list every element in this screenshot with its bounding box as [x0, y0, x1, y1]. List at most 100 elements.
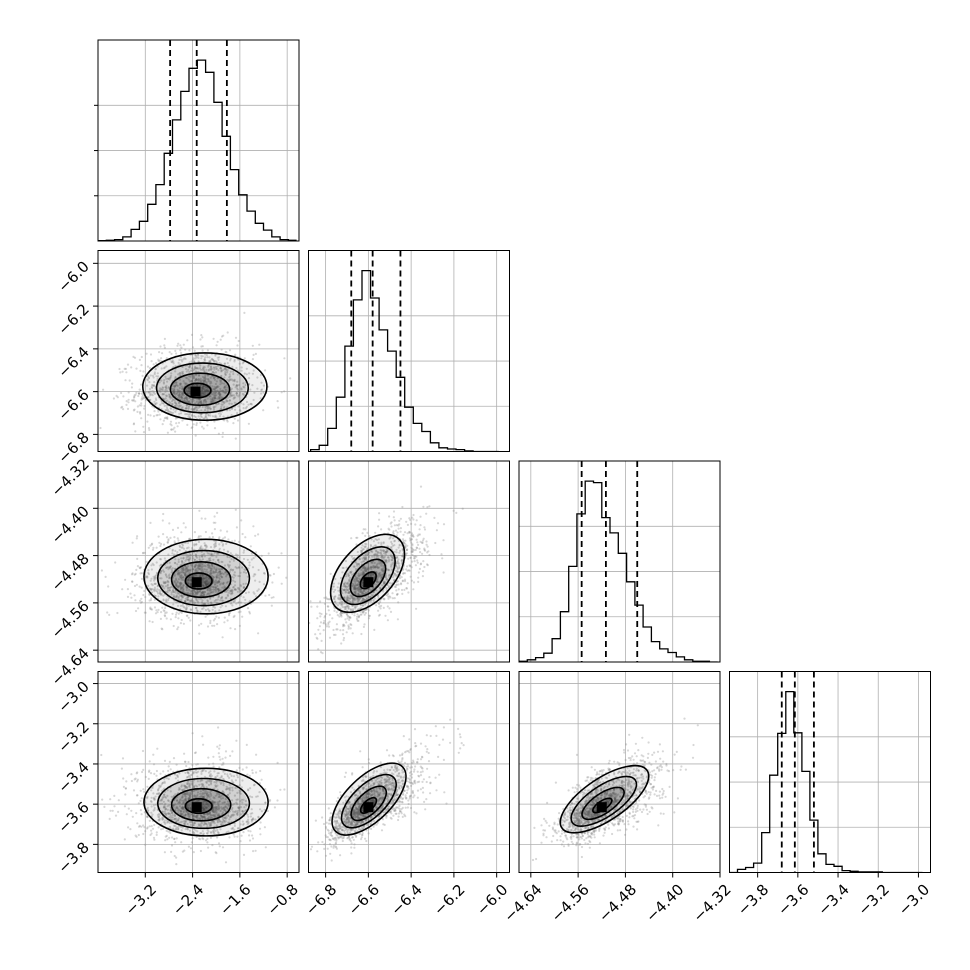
sample-point: [180, 586, 184, 589]
sample-point: [241, 392, 245, 396]
sample-point: [200, 622, 203, 625]
sample-point: [174, 402, 178, 405]
sample-point: [354, 581, 357, 584]
sample-point: [248, 372, 251, 375]
sample-point: [403, 531, 407, 534]
sample-point: [185, 395, 188, 398]
sample-point: [187, 558, 191, 561]
sample-point: [250, 402, 253, 405]
sample-point: [192, 589, 195, 592]
sample-point: [234, 810, 237, 813]
sample-point: [405, 552, 408, 555]
sample-point: [151, 394, 154, 397]
sample-point: [391, 544, 394, 548]
sample-point: [239, 409, 242, 412]
sample-point: [192, 589, 195, 592]
sample-point: [174, 773, 177, 776]
sample-point: [213, 378, 216, 381]
sample-point: [223, 376, 226, 379]
sample-point: [188, 361, 191, 364]
sample-point: [348, 615, 351, 618]
sample-point: [386, 619, 389, 622]
sample-point: [210, 569, 213, 572]
sample-point: [205, 583, 208, 586]
sample-point: [153, 373, 156, 376]
sample-point: [382, 606, 385, 610]
sample-point: [398, 543, 401, 546]
sample-point: [188, 413, 191, 416]
sample-point: [159, 345, 162, 348]
sample-point: [186, 804, 189, 807]
sample-point: [185, 799, 188, 803]
sample-point: [190, 333, 194, 336]
sample-point: [415, 555, 418, 558]
sample-point: [153, 400, 156, 403]
sample-point: [240, 366, 243, 369]
sample-point: [205, 579, 208, 582]
sample-point: [352, 597, 355, 600]
sample-point: [198, 398, 201, 401]
sample-point: [209, 601, 213, 604]
sample-point: [377, 541, 380, 545]
sample-point: [352, 565, 355, 568]
sample-point: [243, 311, 246, 314]
sample-point: [198, 379, 201, 382]
sample-point: [229, 378, 232, 381]
sample-point: [341, 603, 344, 606]
sample-point: [116, 396, 119, 399]
sample-point: [416, 541, 419, 544]
sample-point: [166, 838, 169, 841]
sample-point: [199, 547, 202, 550]
sample-point: [168, 522, 171, 525]
sample-point: [220, 395, 223, 398]
sample-point: [242, 582, 245, 586]
sample-point: [318, 625, 321, 628]
sample-point: [148, 367, 152, 370]
sample-point: [389, 610, 393, 614]
sample-point: [199, 401, 202, 404]
sample-point: [179, 604, 182, 608]
sample-point: [206, 417, 209, 420]
sample-point: [199, 364, 202, 367]
sample-point: [181, 569, 184, 572]
sample-point: [221, 560, 224, 564]
sample-point: [191, 408, 194, 411]
sample-point: [165, 617, 168, 620]
sample-point: [182, 358, 185, 361]
sample-point: [404, 539, 407, 542]
sample-point: [272, 572, 275, 576]
sample-point: [194, 563, 197, 566]
sample-point: [211, 393, 214, 396]
sample-point: [214, 544, 218, 548]
sample-point: [212, 554, 215, 557]
sample-point: [180, 385, 184, 388]
sample-point: [162, 580, 165, 584]
sample-point: [380, 576, 384, 579]
sample-point: [331, 617, 334, 620]
sample-point: [242, 385, 245, 388]
sample-point: [196, 591, 199, 594]
sample-point: [252, 557, 255, 560]
sample-point: [186, 591, 190, 594]
sample-point: [203, 593, 206, 597]
sample-point: [204, 386, 207, 389]
sample-point: [195, 591, 198, 594]
sample-point: [205, 389, 208, 392]
sample-point: [151, 591, 154, 594]
sample-point: [180, 594, 183, 597]
sample-point: [388, 528, 391, 531]
sample-point: [155, 833, 158, 837]
sample-point: [155, 398, 158, 402]
sample-point: [160, 594, 163, 597]
sample-point: [246, 575, 249, 578]
sample-point: [132, 422, 136, 425]
sample-point: [385, 577, 388, 581]
sample-point: [184, 760, 187, 764]
sample-point: [347, 597, 350, 600]
sample-point: [254, 849, 257, 852]
sample-point: [348, 579, 351, 582]
sample-point: [153, 806, 156, 810]
sample-point: [187, 407, 190, 410]
sample-point: [197, 562, 200, 565]
sample-point: [181, 372, 184, 375]
